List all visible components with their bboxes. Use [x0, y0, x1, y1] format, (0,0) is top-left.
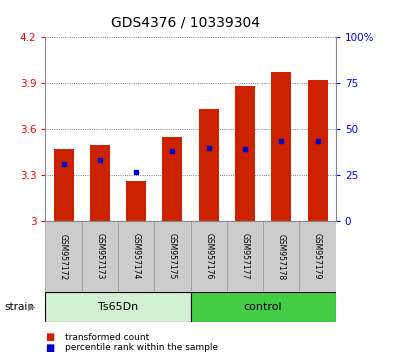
Bar — [126, 181, 146, 221]
Text: ■: ■ — [45, 332, 55, 342]
Text: GSM957176: GSM957176 — [204, 233, 213, 280]
Text: GSM957174: GSM957174 — [132, 233, 141, 280]
Bar — [235, 86, 255, 221]
Bar — [227, 221, 263, 292]
Bar — [82, 221, 118, 292]
Bar — [45, 221, 82, 292]
Text: ■: ■ — [45, 343, 55, 353]
Text: GSM957172: GSM957172 — [59, 234, 68, 280]
Bar — [308, 80, 327, 221]
Bar — [154, 221, 191, 292]
Bar — [90, 144, 110, 221]
Text: GSM957175: GSM957175 — [168, 233, 177, 280]
Bar — [45, 292, 190, 322]
Bar — [199, 109, 219, 221]
Bar — [54, 149, 73, 221]
Bar — [162, 137, 182, 221]
Bar — [271, 73, 291, 221]
Bar — [263, 221, 299, 292]
Text: GSM957177: GSM957177 — [241, 233, 250, 280]
Text: GSM957178: GSM957178 — [277, 234, 286, 280]
Text: transformed count: transformed count — [65, 332, 149, 342]
Text: control: control — [244, 302, 282, 312]
Text: ▶: ▶ — [28, 302, 36, 312]
Text: Ts65Dn: Ts65Dn — [98, 302, 138, 312]
Text: GSM957179: GSM957179 — [313, 233, 322, 280]
Bar — [118, 221, 154, 292]
Bar — [190, 221, 227, 292]
Text: percentile rank within the sample: percentile rank within the sample — [65, 343, 218, 352]
Text: GDS4376 / 10339304: GDS4376 / 10339304 — [111, 16, 260, 30]
Bar — [299, 221, 336, 292]
Text: GSM957173: GSM957173 — [95, 233, 104, 280]
Text: strain: strain — [4, 302, 34, 312]
Bar — [190, 292, 336, 322]
